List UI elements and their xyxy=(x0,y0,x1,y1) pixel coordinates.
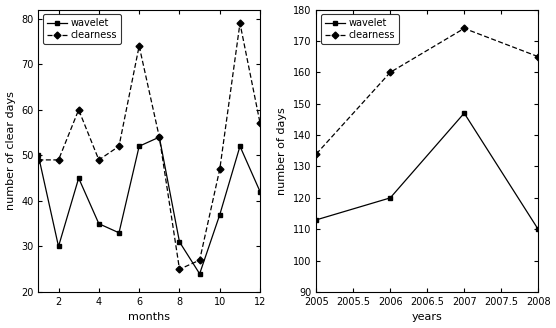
wavelet xyxy=(196,272,203,276)
wavelet xyxy=(257,190,264,194)
clearness xyxy=(116,144,122,148)
clearness xyxy=(176,267,183,271)
Legend: wavelet, clearness: wavelet, clearness xyxy=(43,14,121,44)
clearness xyxy=(35,158,42,162)
Y-axis label: number of days: number of days xyxy=(277,107,287,195)
clearness xyxy=(156,135,163,139)
wavelet xyxy=(156,135,163,139)
clearness xyxy=(387,71,394,74)
Line: wavelet: wavelet xyxy=(36,135,262,276)
clearness xyxy=(96,158,102,162)
clearness xyxy=(313,152,320,156)
clearness xyxy=(461,27,468,31)
wavelet xyxy=(55,244,62,248)
wavelet xyxy=(116,231,122,235)
wavelet xyxy=(136,144,142,148)
clearness xyxy=(257,121,264,125)
wavelet xyxy=(75,176,82,180)
clearness xyxy=(75,108,82,112)
clearness xyxy=(196,258,203,262)
clearness xyxy=(216,167,223,171)
wavelet xyxy=(535,227,542,231)
clearness xyxy=(136,44,142,48)
wavelet xyxy=(96,222,102,226)
wavelet xyxy=(237,144,244,148)
Legend: wavelet, clearness: wavelet, clearness xyxy=(321,14,399,44)
Line: wavelet: wavelet xyxy=(314,111,540,232)
wavelet xyxy=(387,196,394,200)
Line: clearness: clearness xyxy=(36,21,262,272)
wavelet xyxy=(461,111,468,115)
clearness xyxy=(237,21,244,25)
Line: clearness: clearness xyxy=(314,26,540,156)
X-axis label: years: years xyxy=(412,313,443,322)
Y-axis label: number of clear days: number of clear days xyxy=(6,92,16,210)
wavelet xyxy=(35,154,42,157)
wavelet xyxy=(216,213,223,216)
wavelet xyxy=(313,218,320,222)
clearness xyxy=(55,158,62,162)
wavelet xyxy=(176,240,183,244)
clearness xyxy=(535,55,542,59)
X-axis label: months: months xyxy=(128,313,170,322)
